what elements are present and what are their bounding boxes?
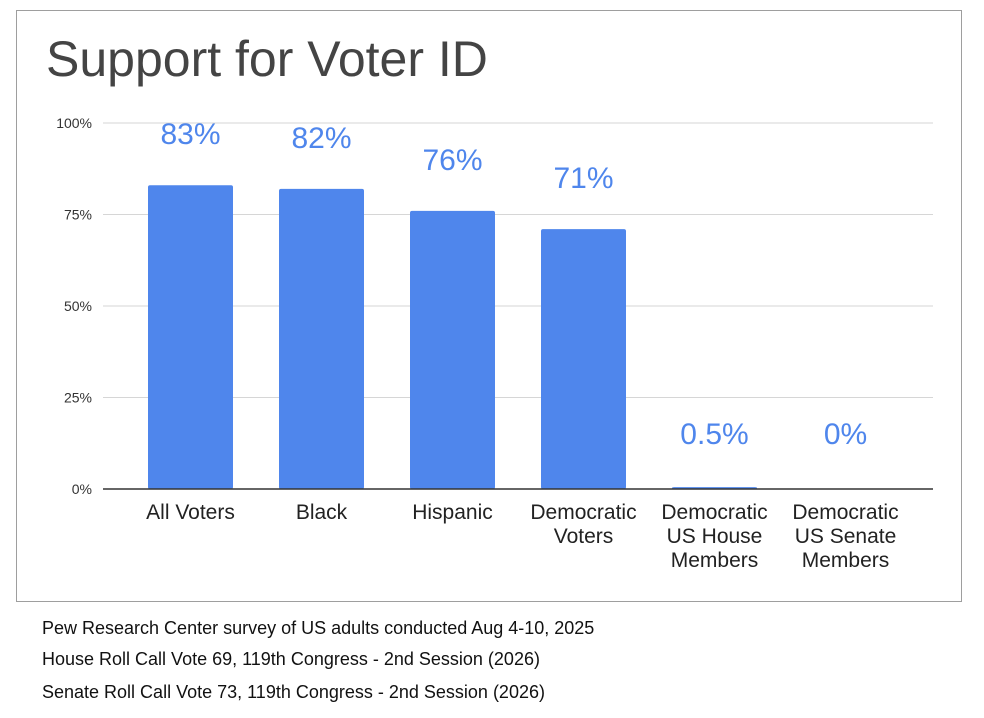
data-label: 0% xyxy=(824,418,867,451)
x-tick-label: Voters xyxy=(554,525,614,548)
data-label: 0.5% xyxy=(680,418,748,451)
x-tick-label: Democratic xyxy=(661,501,767,524)
x-tick-label: Black xyxy=(296,501,348,524)
source-note-senate-vote: Senate Roll Call Vote 73, 119th Congress… xyxy=(42,682,545,702)
x-tick-label: Democratic xyxy=(530,501,636,524)
bar xyxy=(148,185,233,489)
y-tick-label: 50% xyxy=(64,298,92,314)
bar xyxy=(541,229,626,489)
data-label: 76% xyxy=(422,144,482,177)
x-tick-label: US House xyxy=(667,525,763,548)
source-note-survey: Pew Research Center survey of US adults … xyxy=(42,618,595,638)
chart-title: Support for Voter ID xyxy=(46,31,488,87)
y-tick-label: 100% xyxy=(56,115,92,131)
x-tick-label: All Voters xyxy=(146,501,235,524)
data-label: 82% xyxy=(291,122,351,155)
y-tick-label: 0% xyxy=(72,481,92,497)
bar xyxy=(279,188,364,489)
data-label: 71% xyxy=(553,162,613,195)
y-tick-label: 25% xyxy=(64,390,92,406)
x-tick-label: Democratic xyxy=(792,501,898,524)
bar xyxy=(410,210,495,489)
bar-chart: 0% 25% 50% 75% 100% 83% All Voters 82% Black 76% H… xyxy=(56,115,933,572)
source-note-house-vote: House Roll Call Vote 69, 119th Congress … xyxy=(42,649,540,669)
data-label: 83% xyxy=(160,118,220,151)
x-tick-label: Members xyxy=(671,549,759,572)
x-tick-label: Hispanic xyxy=(412,501,493,524)
y-tick-label: 75% xyxy=(64,207,92,223)
x-tick-label: Members xyxy=(802,549,890,572)
x-tick-label: US Senate xyxy=(795,525,897,548)
